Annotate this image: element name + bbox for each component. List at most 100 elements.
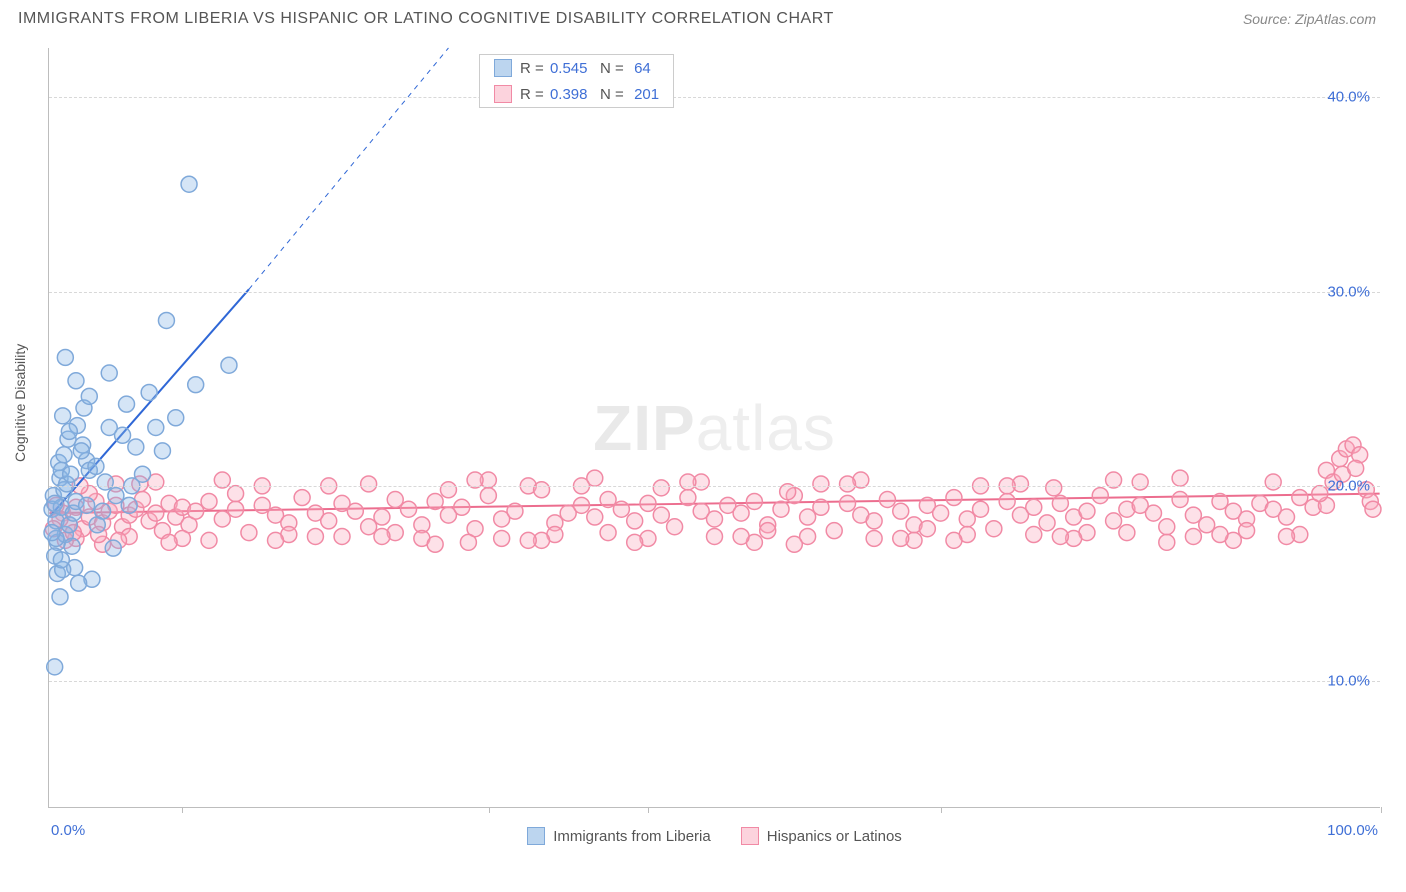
data-point: [148, 505, 164, 521]
data-point: [1106, 513, 1122, 529]
data-point: [480, 488, 496, 504]
data-point: [115, 427, 131, 443]
data-point: [55, 408, 71, 424]
data-point: [1052, 528, 1068, 544]
data-point: [999, 493, 1015, 509]
data-point: [228, 501, 244, 517]
data-point: [973, 501, 989, 517]
data-point: [334, 528, 350, 544]
y-axis-label: Cognitive Disability: [12, 344, 28, 462]
data-point: [361, 519, 377, 535]
data-point: [600, 525, 616, 541]
data-point: [1092, 488, 1108, 504]
data-point: [600, 492, 616, 508]
data-point: [201, 493, 217, 509]
legend-row: R = 0.398 N = 201: [480, 81, 673, 107]
data-point: [1172, 470, 1188, 486]
x-tick: [182, 807, 183, 813]
data-point: [61, 423, 77, 439]
data-point: [866, 530, 882, 546]
data-point: [168, 410, 184, 426]
data-point: [201, 532, 217, 548]
data-point: [71, 575, 87, 591]
data-point: [1145, 505, 1161, 521]
gridline: [49, 681, 1380, 682]
data-point: [813, 476, 829, 492]
data-point: [1172, 492, 1188, 508]
data-point: [746, 493, 762, 509]
data-point: [188, 503, 204, 519]
data-point: [52, 589, 68, 605]
data-point: [89, 517, 105, 533]
data-point: [680, 490, 696, 506]
data-point: [1348, 460, 1364, 476]
data-point: [840, 476, 856, 492]
data-point: [374, 528, 390, 544]
data-point: [347, 503, 363, 519]
data-point: [1026, 527, 1042, 543]
data-point: [68, 373, 84, 389]
y-tick-label: 20.0%: [1327, 478, 1370, 495]
data-point: [181, 176, 197, 192]
data-point: [826, 523, 842, 539]
header: IMMIGRANTS FROM LIBERIA VS HISPANIC OR L…: [0, 0, 1406, 36]
data-point: [148, 420, 164, 436]
data-point: [959, 511, 975, 527]
data-point: [760, 523, 776, 539]
data-point: [268, 532, 284, 548]
data-point: [64, 538, 80, 554]
legend-swatch: [527, 827, 545, 845]
data-point: [1312, 486, 1328, 502]
y-tick-label: 40.0%: [1327, 88, 1370, 105]
data-point: [494, 530, 510, 546]
data-point: [81, 388, 97, 404]
data-point: [56, 447, 72, 463]
legend-swatch: [741, 827, 759, 845]
data-point: [254, 497, 270, 513]
data-point: [667, 519, 683, 535]
data-point: [1185, 528, 1201, 544]
chart-container: Cognitive Disability ZIPatlas 10.0%20.0%…: [18, 42, 1388, 842]
data-point: [47, 495, 63, 511]
data-point: [121, 497, 137, 513]
data-point: [707, 528, 723, 544]
bottom-legend-item: Hispanics or Latinos: [741, 827, 902, 845]
chart-title: IMMIGRANTS FROM LIBERIA VS HISPANIC OR L…: [18, 10, 834, 28]
data-point: [627, 534, 643, 550]
x-tick: [1381, 807, 1382, 813]
data-point: [893, 503, 909, 519]
legend-series-name: Immigrants from Liberia: [553, 828, 711, 845]
data-point: [813, 499, 829, 515]
data-point: [135, 466, 151, 482]
plot-area: ZIPatlas 10.0%20.0%30.0%40.0%0.0%100.0%R…: [48, 48, 1380, 808]
data-point: [879, 492, 895, 508]
data-point: [1079, 503, 1095, 519]
data-point: [154, 443, 170, 459]
data-point: [374, 509, 390, 525]
data-point: [919, 521, 935, 537]
data-point: [733, 505, 749, 521]
data-point: [1212, 493, 1228, 509]
data-point: [800, 509, 816, 525]
x-tick: [941, 807, 942, 813]
legend-text: R = 0.398 N = 201: [520, 86, 659, 103]
legend-swatch: [494, 85, 512, 103]
data-point: [986, 521, 1002, 537]
data-point: [1119, 525, 1135, 541]
data-point: [361, 476, 377, 492]
data-point: [680, 474, 696, 490]
data-point: [188, 377, 204, 393]
data-point: [1239, 523, 1255, 539]
data-point: [63, 466, 79, 482]
bottom-legend: Immigrants from Liberia Hispanics or Lati…: [49, 827, 1380, 845]
data-point: [294, 490, 310, 506]
data-point: [53, 552, 69, 568]
data-point: [866, 513, 882, 529]
data-point: [1046, 480, 1062, 496]
gridline: [49, 292, 1380, 293]
data-point: [573, 497, 589, 513]
data-point: [1212, 527, 1228, 543]
data-point: [440, 482, 456, 498]
data-point: [321, 513, 337, 529]
data-point: [1026, 499, 1042, 515]
